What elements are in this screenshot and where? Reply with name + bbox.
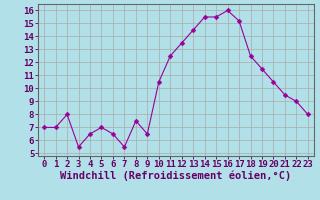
X-axis label: Windchill (Refroidissement éolien,°C): Windchill (Refroidissement éolien,°C) xyxy=(60,171,292,181)
